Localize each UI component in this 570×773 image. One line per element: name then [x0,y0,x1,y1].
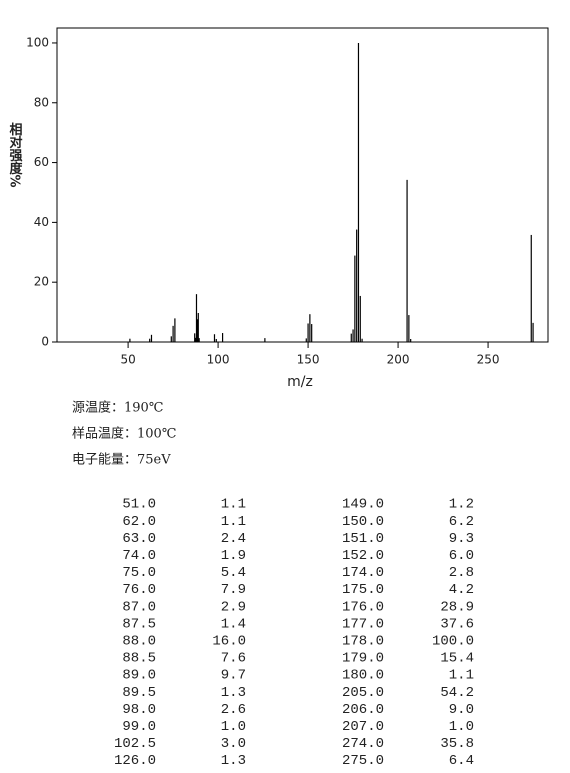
table-cell: 3.0 [221,736,246,752]
table-cell: 87.0 [122,599,156,615]
table-cell: 88.0 [122,634,156,650]
table-cell: 2.8 [449,565,474,581]
table-cell: 150.0 [342,514,384,530]
table-cell: 1.1 [221,497,246,513]
plot-frame [56,27,549,343]
y-tick-label: 80 [34,95,49,109]
info-line: 电子能量：75eV [72,453,171,468]
table-cell: 100.0 [432,634,474,650]
table-cell: 87.5 [122,616,156,632]
table-cell: 1.1 [449,668,474,684]
table-cell: 2.4 [221,531,246,547]
table-cell: 28.9 [440,599,474,615]
x-tick-label: 50 [120,353,135,367]
table-cell: 176.0 [342,599,384,615]
x-tick-label: 100 [207,353,230,367]
x-tick-label: 250 [477,353,500,367]
table-cell: 6.0 [449,548,474,564]
info-line: 样品温度：100℃ [72,426,176,442]
table-cell: 9.0 [449,702,474,718]
table-cell: 76.0 [122,582,156,598]
y-tick-label: 60 [34,155,49,169]
y-tick-label: 40 [34,215,49,229]
y-tick-label: 100 [26,35,49,49]
table-cell: 180.0 [342,668,384,684]
table-cell: 151.0 [342,531,384,547]
table-cell: 207.0 [342,719,384,735]
table-cell: 1.2 [449,497,474,513]
table-cell: 274.0 [342,736,384,752]
table-cell: 62.0 [122,514,156,530]
table-cell: 1.3 [221,685,246,701]
table-cell: 54.2 [440,685,474,701]
table-cell: 126.0 [114,753,156,769]
table-cell: 7.6 [221,651,246,667]
table-cell: 149.0 [342,497,384,513]
table-cell: 75.0 [122,565,156,581]
table-cell: 89.5 [122,685,156,701]
table-cell: 179.0 [342,651,384,667]
table-cell: 2.9 [221,599,246,615]
table-cell: 37.6 [440,616,474,632]
table-cell: 206.0 [342,702,384,718]
y-axis-label: 相对强度% [7,122,23,188]
table-cell: 6.4 [449,753,474,769]
y-tick-label: 20 [34,275,49,289]
table-cell: 4.2 [449,582,474,598]
x-tick-label: 150 [297,353,320,367]
table-cell: 1.0 [221,719,246,735]
table-cell: 174.0 [342,565,384,581]
table-cell: 7.9 [221,582,246,598]
table-cell: 16.0 [212,634,246,650]
table-cell: 99.0 [122,719,156,735]
x-tick-label: 200 [387,353,410,367]
table-cell: 205.0 [342,685,384,701]
table-cell: 88.5 [122,651,156,667]
table-cell: 35.8 [440,736,474,752]
x-axis-label: m/z [287,374,313,390]
table-cell: 175.0 [342,582,384,598]
table-cell: 5.4 [221,565,246,581]
table-cell: 275.0 [342,753,384,769]
table-cell: 1.1 [221,514,246,530]
info-line: 源温度：190℃ [72,400,163,416]
table-cell: 15.4 [440,651,474,667]
table-cell: 1.0 [449,719,474,735]
table-cell: 1.4 [221,616,246,632]
table-cell: 2.6 [221,702,246,718]
table-cell: 152.0 [342,548,384,564]
table-cell: 74.0 [122,548,156,564]
table-cell: 1.9 [221,548,246,564]
table-cell: 102.5 [114,736,156,752]
table-cell: 9.7 [221,668,246,684]
table-cell: 178.0 [342,634,384,650]
table-cell: 63.0 [122,531,156,547]
table-cell: 9.3 [449,531,474,547]
y-tick-label: 0 [41,335,49,349]
table-cell: 177.0 [342,616,384,632]
table-cell: 98.0 [122,702,156,718]
table-cell: 89.0 [122,668,156,684]
table-cell: 6.2 [449,514,474,530]
table-cell: 1.3 [221,753,246,769]
table-cell: 51.0 [122,497,156,513]
